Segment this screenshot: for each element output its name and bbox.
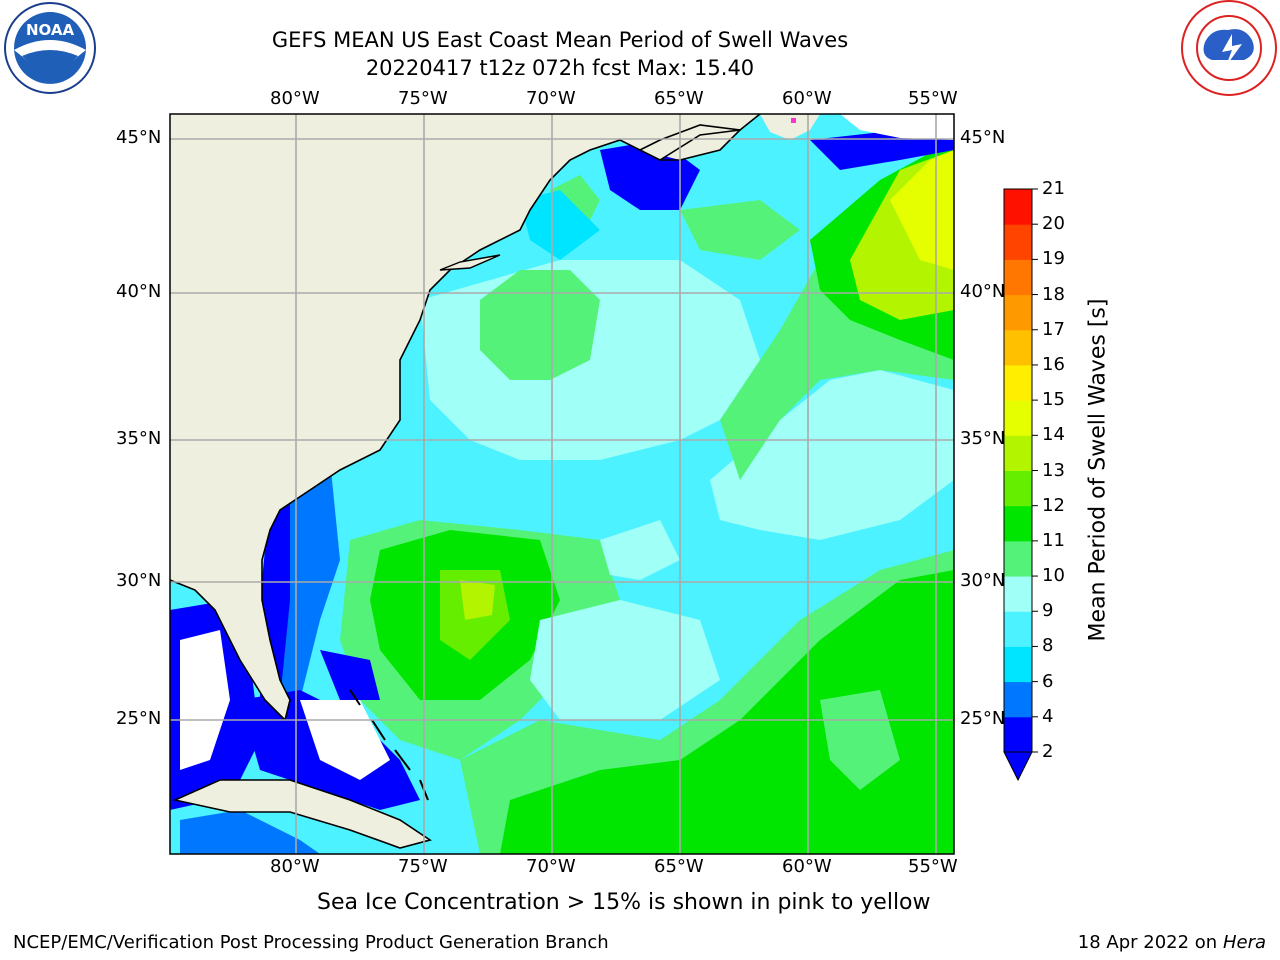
sea-ice-note: Sea Ice Concentration > 15% is shown in …	[317, 890, 931, 915]
footer-date: 18 Apr 2022 on Hera	[1078, 932, 1266, 953]
colorbar-tick-label: 9	[1042, 600, 1054, 622]
colorbar-tick-label: 17	[1042, 318, 1065, 340]
noaa-logo: NOAA	[4, 2, 96, 94]
colorbar-segment	[1004, 470, 1032, 507]
lat-label-left-40n: 40°N	[116, 281, 162, 302]
nws-logo	[1181, 0, 1277, 96]
colorbar-segment	[1004, 540, 1032, 577]
colorbar-tick-label: 2	[1042, 741, 1054, 762]
lon-label-top-55w: 55°W	[908, 88, 958, 109]
colorbar-segment	[1004, 681, 1032, 718]
lon-label-bottom-65w: 65°W	[654, 856, 704, 877]
colorbar-tick-label: 16	[1042, 353, 1065, 375]
colorbar-tick-label: 20	[1042, 213, 1065, 235]
footer-producer: NCEP/EMC/Verification Post Processing Pr…	[13, 932, 609, 953]
lon-label-bottom-75w: 75°W	[398, 856, 448, 877]
lon-label-top-80w: 80°W	[270, 88, 320, 109]
map-frame	[169, 113, 955, 855]
colorbar-tick-label: 6	[1042, 670, 1054, 692]
lat-label-right-25n: 25°N	[960, 708, 1006, 729]
svg-text:NOAA: NOAA	[26, 21, 75, 39]
colorbar-segment	[1004, 364, 1032, 401]
lon-label-bottom-80w: 80°W	[270, 856, 320, 877]
chart-title-line2: 20220417 t12z 072h fcst Max: 15.40	[365, 56, 755, 80]
colorbar-segment	[1004, 189, 1032, 225]
colorbar-segment	[1004, 400, 1032, 436]
colorbar-tick-label: 10	[1042, 565, 1065, 587]
graticule	[170, 114, 954, 854]
colorbar-segment	[1004, 435, 1032, 471]
lon-label-bottom-55w: 55°W	[908, 856, 958, 877]
colorbar-segment	[1004, 505, 1032, 542]
colorbar-segment	[1004, 716, 1032, 753]
chart-title-line1: GEFS MEAN US East Coast Mean Period of S…	[271, 28, 849, 52]
colorbar-tick-label: 21	[1042, 178, 1065, 199]
lat-label-right-40n: 40°N	[960, 281, 1006, 302]
lat-label-left-45n: 45°N	[116, 127, 162, 148]
lat-label-left-35n: 35°N	[116, 428, 162, 449]
colorbar-tick-label: 14	[1042, 424, 1065, 446]
lat-label-right-35n: 35°N	[960, 428, 1006, 449]
colorbar-tick-label: 19	[1042, 248, 1065, 270]
colorbar-title: Mean Period of Swell Waves [s]	[1085, 298, 1111, 642]
lon-label-top-60w: 60°W	[782, 88, 832, 109]
lat-label-right-30n: 30°N	[960, 570, 1006, 591]
colorbar-segment	[1004, 294, 1032, 331]
colorbar-tick-label: 13	[1042, 459, 1065, 481]
colorbar-tick-label: 18	[1042, 283, 1065, 305]
colorbar-tick-label: 15	[1042, 389, 1065, 411]
lon-label-top-65w: 65°W	[654, 88, 704, 109]
lon-label-bottom-70w: 70°W	[526, 856, 576, 877]
map-field	[170, 114, 954, 854]
colorbar-segment	[1004, 576, 1032, 612]
colorbar-segment	[1004, 611, 1032, 647]
lat-label-right-45n: 45°N	[960, 127, 1006, 148]
colorbar-segment	[1004, 259, 1032, 296]
colorbar-tick-label: 12	[1042, 494, 1065, 516]
footer-date-text: 18 Apr 2022 on	[1077, 932, 1223, 953]
lon-label-top-70w: 70°W	[526, 88, 576, 109]
lat-label-left-30n: 30°N	[116, 570, 162, 591]
colorbar-tick-label: 8	[1042, 635, 1054, 657]
colorbar-segment	[1004, 224, 1032, 260]
colorbar-segment	[1004, 329, 1032, 366]
colorbar	[1003, 188, 1038, 782]
colorbar-segment	[1004, 646, 1032, 683]
footer-host: Hera	[1222, 932, 1266, 953]
colorbar-tick-label: 11	[1042, 529, 1065, 551]
lon-label-top-75w: 75°W	[398, 88, 448, 109]
colorbar-under-arrow	[1003, 751, 1033, 782]
colorbar-tick-label: 4	[1042, 705, 1054, 727]
lon-label-bottom-60w: 60°W	[782, 856, 832, 877]
lat-label-left-25n: 25°N	[116, 708, 162, 729]
